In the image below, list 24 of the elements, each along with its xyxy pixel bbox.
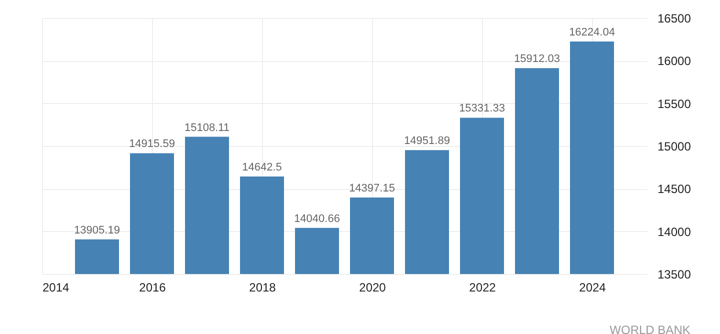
text: WORLD BANK [610,323,690,334]
data-label: 14040.66 [294,212,340,225]
data-label: 15331.33 [459,102,505,115]
data-label: 14397.15 [349,182,395,194]
y-tick-label: 14000 [658,224,692,239]
y-tick-label: 13500 [658,268,692,282]
x-tick-label: 2024 [579,280,606,294]
y-tick-label: 16500 [658,12,692,26]
x-tick-label: 2020 [359,280,386,294]
data-label: 16224.04 [569,26,615,39]
data-label: 14642.5 [242,162,282,174]
data-label: 13905.19 [74,224,120,236]
x-tick-label: 2022 [469,280,496,294]
y-tick-label: 16000 [658,54,692,68]
y-tick-label: 15500 [658,96,692,111]
y-tick-label: 15000 [658,140,692,154]
data-label: 14915.59 [129,138,175,150]
x-tick-label: 2014 [42,280,70,294]
x-tick-label: 2018 [249,280,276,294]
y-tick-label: 14500 [658,182,692,196]
data-label: 15108.11 [184,122,230,134]
x-tick-label: 2016 [139,280,166,294]
data-label: 15912.03 [514,53,560,66]
data-label: 14951.89 [404,135,450,148]
